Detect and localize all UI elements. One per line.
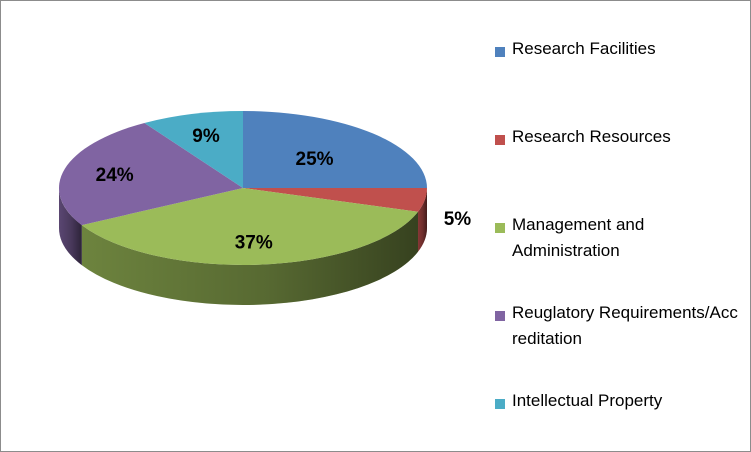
legend-item-intellectual-property: Intellectual Property bbox=[495, 391, 740, 414]
pie-sides bbox=[59, 188, 427, 305]
pie-side-shade bbox=[81, 211, 418, 305]
pie-side-shade bbox=[417, 188, 427, 252]
pie-slice-regulatory-requirements bbox=[58, 122, 243, 226]
data-label-research-resources: 5% bbox=[444, 209, 472, 230]
legend-label: Intellectual Property bbox=[512, 391, 663, 410]
legend-swatch bbox=[495, 47, 505, 57]
data-label-management-administration: 37% bbox=[235, 233, 273, 254]
legend-label: Research Resources bbox=[512, 127, 671, 146]
legend-swatch bbox=[495, 311, 505, 321]
legend-item-management-administration: Management and Administration bbox=[495, 215, 740, 264]
pie-slices bbox=[58, 111, 427, 265]
legend-swatch bbox=[495, 399, 505, 409]
legend-label: Research Facilities bbox=[512, 39, 656, 58]
legend-swatch bbox=[495, 223, 505, 233]
pie-slice-intellectual-property bbox=[144, 111, 243, 188]
legend-label: Reuglatory Requirements/Accreditation bbox=[512, 303, 738, 348]
pie-side-shade bbox=[59, 188, 82, 266]
legend-label: Management and Administration bbox=[512, 215, 645, 260]
legend-item-regulatory-requirements: Reuglatory Requirements/Accreditation bbox=[495, 303, 740, 352]
data-label-intellectual-property: 9% bbox=[192, 126, 220, 147]
legend-item-research-resources: Research Resources bbox=[495, 127, 740, 150]
data-label-research-facilities: 25% bbox=[296, 149, 334, 170]
pie-slice-management-administration bbox=[81, 188, 418, 265]
pie-data-labels: 25% 5% 37% 24% 9% bbox=[96, 126, 472, 254]
data-label-regulatory-requirements: 24% bbox=[96, 165, 134, 186]
legend: Research Facilities Research Resources M… bbox=[495, 1, 745, 451]
pie-slice-research-facilities bbox=[243, 111, 427, 188]
legend-item-research-facilities: Research Facilities bbox=[495, 39, 740, 62]
legend-swatch bbox=[495, 135, 505, 145]
pie-slice-research-resources bbox=[243, 188, 427, 212]
